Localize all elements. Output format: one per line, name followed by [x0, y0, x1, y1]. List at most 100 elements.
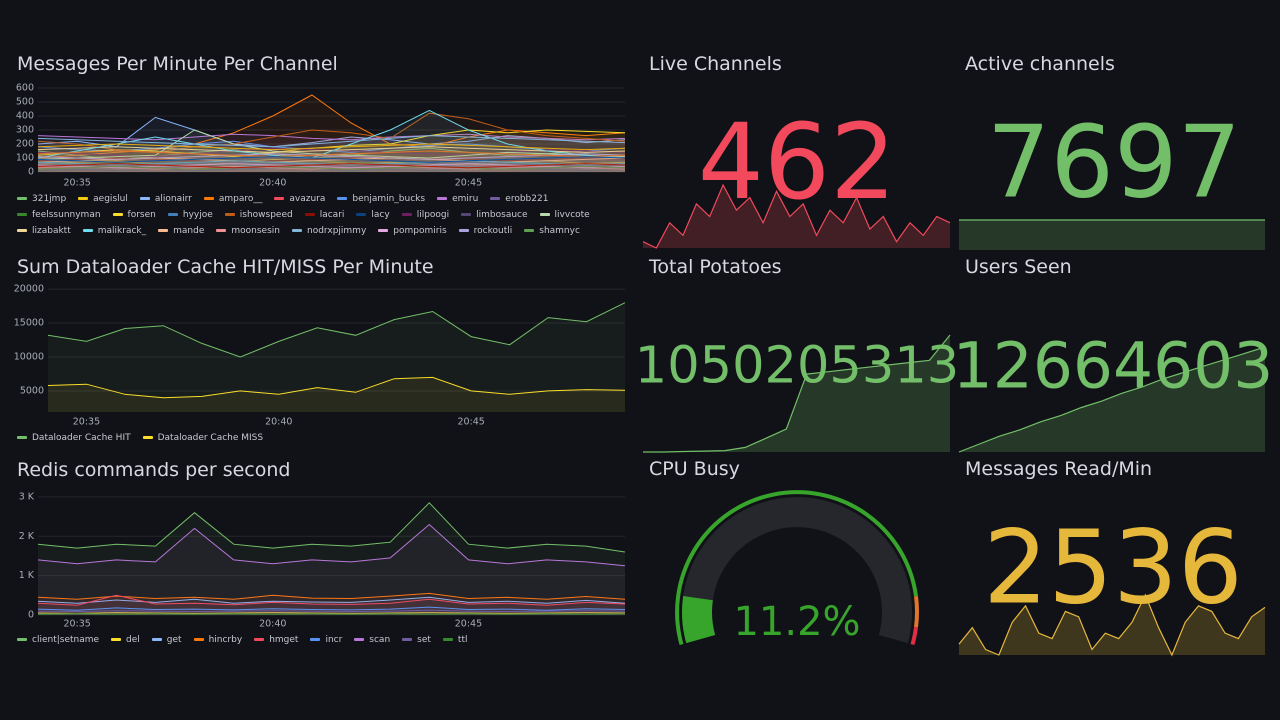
panel-title: Live Channels — [649, 53, 782, 75]
y-tick-label: 5000 — [20, 385, 44, 396]
legend-item: erobb221 — [490, 192, 548, 205]
legend-label: lizabaktt — [32, 225, 71, 236]
series-line — [37, 606, 626, 611]
series-area — [38, 156, 625, 172]
legend-item: del — [111, 633, 140, 646]
legend-label: 321jmp — [32, 193, 67, 204]
x-tick-label: 20:40 — [259, 619, 286, 630]
series-line — [37, 502, 626, 553]
legend-label: pompomiris — [393, 225, 447, 236]
legend-swatch — [17, 229, 27, 232]
legend-label: wavytashi — [326, 242, 371, 243]
series-line — [37, 592, 626, 600]
legend-swatch — [111, 638, 122, 641]
legend-swatch — [17, 197, 27, 200]
legend-item: moonsesin — [216, 224, 280, 237]
legend-swatch — [224, 213, 235, 216]
legend-label: hmget — [269, 634, 299, 645]
legend-swatch — [337, 197, 348, 200]
legend-item: avazura — [274, 192, 325, 205]
series-line — [37, 116, 626, 148]
legend-item: malikrack_ — [82, 224, 147, 237]
series-line — [37, 612, 626, 614]
legend-label: get — [166, 634, 182, 645]
series-line — [37, 112, 626, 153]
legend-swatch — [17, 436, 27, 439]
legend-swatch — [274, 197, 285, 200]
legend-swatch — [167, 213, 178, 216]
legend-item: shamnyc — [524, 224, 580, 237]
y-tick-label: 1 K — [19, 570, 35, 581]
legend-label: malikrack_ — [97, 225, 147, 236]
series-area — [38, 524, 625, 615]
legend-label: shamnyc — [539, 225, 580, 236]
legend-label: aegislul — [93, 193, 128, 204]
stat-value: 1050205313 — [635, 337, 959, 396]
sparkline-area — [643, 335, 950, 452]
legend-item: thecalebjay — [150, 240, 217, 243]
legend-label: livvcote — [554, 209, 590, 220]
x-tick-label: 20:40 — [259, 178, 286, 189]
y-tick-label: 500 — [16, 97, 34, 108]
legend-swatch — [112, 213, 123, 216]
legend-label: alionairr — [154, 193, 192, 204]
series-area — [38, 117, 625, 172]
series-line — [37, 150, 626, 158]
legend-label: set — [417, 634, 431, 645]
legend-label: Dataloader Cache HIT — [32, 432, 131, 443]
gauge-threshold-red — [910, 626, 918, 646]
legend-swatch — [490, 197, 501, 200]
series-line — [37, 129, 626, 158]
legend-label: scan — [369, 634, 391, 645]
legend-swatch — [291, 229, 302, 232]
legend-label: thecalebjay — [165, 242, 217, 243]
panel-title: Messages Read/Min — [965, 458, 1152, 480]
legend-label: lacari — [319, 209, 345, 220]
legend-item: rockoutli — [458, 224, 513, 237]
series-line — [37, 153, 626, 160]
y-tick-label: 600 — [16, 83, 34, 94]
legend-swatch — [378, 229, 389, 232]
legend-item: client|setname — [17, 633, 99, 646]
legend-swatch — [539, 213, 550, 216]
legend-item: stanyyy — [87, 240, 137, 243]
legend-label: incr — [325, 634, 343, 645]
legend-swatch — [142, 436, 153, 439]
legend: 321jmp aegislul alionairr amparo__ avazura be… — [17, 192, 627, 242]
legend-swatch — [458, 229, 469, 232]
legend-label: nodrxpjimmy — [306, 225, 367, 236]
gauge-threshold-orange — [914, 595, 919, 628]
legend-label: client|setname — [32, 634, 100, 645]
legend-label: skoulema — [32, 242, 75, 243]
legend-swatch — [193, 638, 204, 641]
series-area — [38, 167, 625, 172]
legend-label: benjamin_bucks — [352, 193, 426, 204]
legend-item: feelssunnyman — [17, 208, 101, 221]
series-line — [37, 609, 626, 613]
sparkline-line — [958, 346, 1266, 453]
legend-label: forsen — [127, 209, 156, 220]
panel-title: Redis commands per second — [17, 459, 290, 481]
x-tick-label: 20:35 — [63, 619, 90, 630]
legend-label: stanyyy — [102, 242, 137, 243]
series-line — [37, 594, 626, 606]
series-line — [37, 156, 626, 163]
series-line — [37, 596, 626, 604]
panel-title: Sum Dataloader Cache HIT/MISS Per Minute — [17, 256, 434, 278]
series-line — [47, 376, 626, 399]
legend-item: Dataloader Cache MISS — [142, 431, 263, 444]
legend-item: livvcote — [539, 208, 590, 221]
legend-item: mande — [158, 224, 204, 237]
series-area — [38, 166, 625, 172]
y-tick-label: 15000 — [14, 318, 44, 329]
legend-label: wakeuptune — [244, 242, 299, 243]
legend-swatch — [461, 213, 472, 216]
legend-label: rockoutli — [473, 225, 513, 236]
x-tick-label: 20:35 — [63, 178, 90, 189]
legend-swatch — [78, 197, 89, 200]
y-tick-label: 3 K — [19, 491, 35, 502]
series-line — [37, 163, 626, 169]
legend-item: skoulema — [17, 240, 75, 243]
legend-label: lilpoogi — [416, 209, 450, 220]
